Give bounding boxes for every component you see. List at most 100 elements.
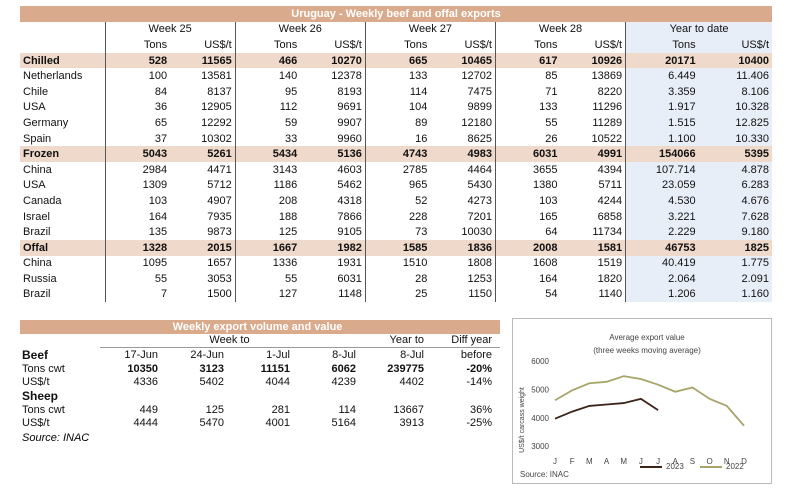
- header: Beef: [22, 347, 49, 362]
- row: US$/t 4444 5470 4001 5164 3913 -25%: [20, 417, 500, 431]
- cell: 10926: [560, 52, 626, 69]
- cell: -14%: [466, 376, 493, 389]
- row-label: China: [23, 257, 52, 270]
- cell: 164: [104, 208, 171, 225]
- cell: 1608: [494, 255, 561, 272]
- cell: 2.229: [625, 224, 699, 240]
- cell: 10.330: [698, 130, 772, 147]
- cell: 84: [104, 83, 171, 100]
- cell: 4471: [207, 163, 232, 176]
- row-label: Frozen: [20, 146, 106, 162]
- cell: 4603: [337, 163, 362, 176]
- row: Tons cwt 10350 3123 11151 6062 239775 -20%: [20, 362, 500, 376]
- cell: 208: [234, 193, 301, 209]
- cell: 1150: [468, 288, 492, 301]
- cell: 1585: [364, 239, 431, 256]
- row: China 2984 4471 3143 4603 2785 4464 3655 4394 107…: [20, 161, 772, 178]
- row-label: Russia: [23, 272, 57, 285]
- row: Chilled 528 11565 466 10270 665 10465 617 10926 2…: [20, 52, 772, 69]
- cell: 65: [104, 115, 171, 131]
- row: Netherlands 100 13581 140 12378 133 12702 85 138…: [20, 68, 772, 84]
- y-tick-label: 4000: [531, 414, 549, 423]
- cell: 8625: [467, 132, 492, 145]
- week-header: Week 25: [104, 21, 236, 38]
- cell: 8193: [337, 85, 362, 98]
- cell: 3.221: [625, 208, 699, 225]
- cell: 4394: [597, 163, 623, 176]
- cell: 37: [104, 130, 171, 147]
- cell: 26: [494, 130, 561, 147]
- cell: -25%: [466, 417, 493, 430]
- subheader: US$/t: [204, 38, 232, 51]
- cell: 7866: [337, 210, 362, 223]
- row: Chile 84 8137 95 8193 114 7475 71 8220 3.359 8.106: [20, 83, 772, 100]
- cell: Tons cwt: [22, 362, 65, 375]
- cell: 2785: [364, 161, 431, 178]
- row: Sheep: [20, 389, 500, 403]
- subheader: US$/t: [698, 37, 772, 53]
- cell: 1380: [494, 177, 561, 194]
- cell: 6.449: [625, 68, 699, 84]
- cell: 6858: [597, 210, 623, 223]
- row: Germany 65 12292 59 9907 89 12180 55 11289 1.515 1…: [20, 115, 772, 131]
- cell: 2015: [170, 239, 236, 256]
- header-row: Week to Year to Diff year: [20, 334, 500, 348]
- header: 17-Jun: [100, 347, 166, 362]
- row: Russia 55 3053 55 6031 28 1253 164 1820 2.064 2.09…: [20, 271, 772, 287]
- cell: 5164: [331, 417, 356, 430]
- legend-label: 2022: [726, 462, 744, 471]
- row-label: Canada: [23, 194, 62, 207]
- x-tick-label: M: [620, 457, 627, 466]
- cell: 5434: [234, 146, 301, 162]
- row: USA 1309 5712 1186 5462 965 5430 1380 5711 23.059…: [20, 177, 772, 194]
- cell: 9907: [337, 116, 362, 129]
- cell: 11296: [592, 101, 623, 114]
- x-tick-label: D: [741, 457, 747, 466]
- header: 8-Jul: [364, 347, 432, 362]
- cell: 4402: [399, 376, 424, 389]
- cell: 4743: [364, 146, 431, 162]
- cell: 1309: [104, 177, 171, 194]
- cell: 1519: [597, 257, 623, 270]
- cell: Tons cwt: [22, 403, 65, 416]
- cell: 125: [205, 403, 224, 416]
- x-tick-label: O: [707, 457, 713, 466]
- subheader: US$/t: [464, 38, 492, 51]
- cell: 12905: [201, 101, 232, 114]
- cell: 11734: [592, 226, 623, 239]
- cell: US$/t: [22, 376, 50, 389]
- cell: 9899: [467, 101, 492, 114]
- x-tick-label: A: [604, 457, 610, 466]
- subheader: Tons: [234, 37, 301, 53]
- cell: 5136: [300, 146, 366, 162]
- y-tick-label: 6000: [531, 357, 549, 366]
- chart-subtitle: (three weeks moving average): [593, 346, 701, 355]
- row-label: Brazil: [23, 226, 51, 239]
- cell: 5711: [598, 179, 623, 192]
- exports-table: Uruguay - Weekly beef and offal exports W…: [20, 6, 772, 303]
- cell: 188: [234, 208, 301, 225]
- cell: 10465: [430, 52, 496, 69]
- row-label: Offal: [20, 239, 106, 256]
- row: Spain 37 10302 33 9960 16 8625 26 10522 1.100 10.3…: [20, 130, 772, 147]
- cell: 5395: [698, 146, 772, 162]
- cell: 6031: [337, 272, 362, 285]
- cell: 11.406: [698, 68, 772, 84]
- header: Diff year: [451, 334, 493, 347]
- cell: 1328: [104, 239, 171, 256]
- table-title: Weekly export volume and value: [20, 320, 501, 334]
- cell: 4464: [467, 163, 492, 176]
- cell: 54: [494, 286, 561, 303]
- cell: 6062: [331, 362, 356, 375]
- chart: Average export value (three weeks moving…: [512, 318, 772, 484]
- cell: 107.714: [625, 161, 699, 178]
- week-header: Week 27: [364, 21, 496, 38]
- cell: 449: [139, 403, 158, 416]
- cell: 6031: [494, 146, 561, 162]
- row-label: Chile: [23, 85, 49, 98]
- cell: 1667: [234, 239, 301, 256]
- cell: 965: [364, 177, 431, 194]
- cell: 33: [234, 130, 301, 147]
- cell: 1510: [364, 255, 431, 272]
